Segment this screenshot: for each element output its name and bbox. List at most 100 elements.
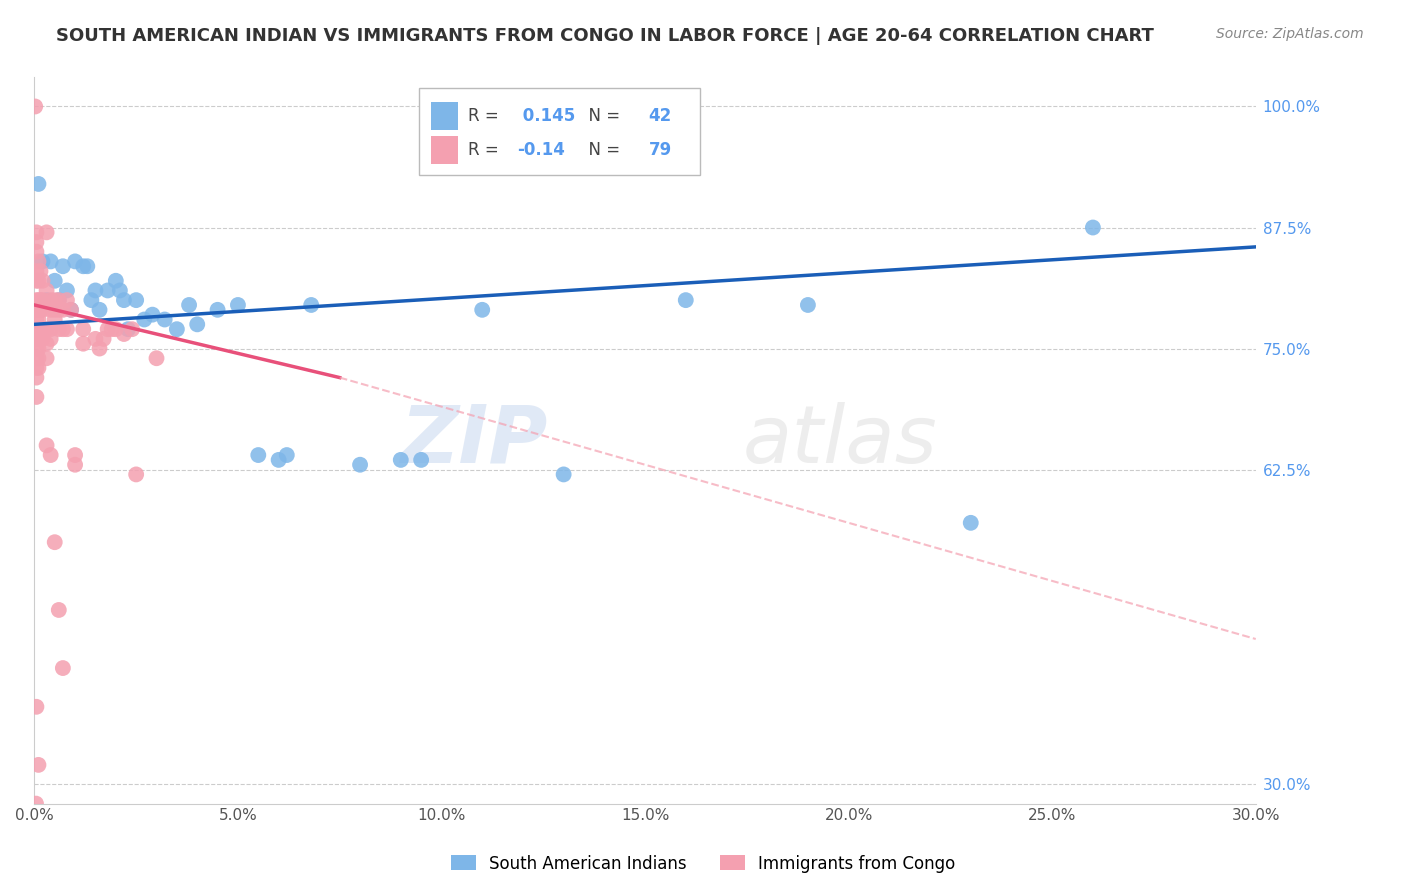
Point [141, 308, 163, 322]
Point [52, 661, 75, 675]
Point [145, 351, 167, 366]
Point [80, 293, 103, 307]
Point [125, 467, 148, 482]
Point [25, 342, 48, 356]
Point [31, 293, 53, 307]
Point [299, 298, 322, 312]
Point [27, 293, 49, 307]
Text: R =: R = [468, 141, 503, 159]
Point [27, 757, 49, 772]
Point [112, 293, 135, 307]
Point [27, 312, 49, 326]
Point [25, 390, 48, 404]
Point [63, 458, 86, 472]
Point [30, 293, 52, 307]
Point [25, 298, 48, 312]
Point [25, 351, 48, 366]
Point [56, 293, 79, 307]
Point [207, 302, 229, 317]
Point [186, 318, 208, 332]
Text: -0.14: -0.14 [517, 141, 565, 159]
Point [153, 312, 176, 326]
Point [39, 254, 62, 268]
Point [63, 254, 86, 268]
Point [39, 322, 62, 336]
Point [48, 603, 70, 617]
Point [25, 225, 48, 239]
Point [93, 332, 115, 346]
Point [411, 453, 433, 467]
FancyBboxPatch shape [419, 88, 700, 176]
Point [39, 293, 62, 307]
Point [52, 322, 75, 336]
Point [35, 293, 58, 307]
Text: 42: 42 [648, 107, 672, 125]
Point [30, 302, 52, 317]
Point [471, 302, 494, 317]
Point [44, 274, 66, 288]
Point [44, 535, 66, 549]
Point [35, 225, 58, 239]
Point [25, 322, 48, 336]
Point [48, 302, 70, 317]
Point [44, 293, 66, 307]
Point [177, 298, 200, 312]
Legend: South American Indians, Immigrants from Congo: South American Indians, Immigrants from … [444, 848, 962, 880]
Point [166, 322, 188, 336]
Point [52, 259, 75, 273]
Point [31, 322, 53, 336]
Point [27, 274, 49, 288]
Point [349, 458, 371, 472]
Point [25, 797, 48, 811]
Point [39, 302, 62, 317]
Point [25, 274, 48, 288]
Point [125, 293, 148, 307]
Point [104, 322, 127, 336]
Point [25, 332, 48, 346]
Point [60, 302, 83, 317]
Point [35, 351, 58, 366]
Point [52, 302, 75, 317]
Point [267, 453, 290, 467]
Point [39, 448, 62, 462]
Text: 79: 79 [648, 141, 672, 159]
Point [97, 322, 120, 336]
Point [97, 284, 120, 298]
Point [675, 293, 697, 307]
Point [25, 360, 48, 375]
Point [25, 244, 48, 259]
FancyBboxPatch shape [432, 136, 458, 164]
Point [48, 293, 70, 307]
Point [84, 284, 107, 298]
Point [25, 302, 48, 317]
Point [25, 699, 48, 714]
Point [27, 332, 49, 346]
Point [226, 298, 249, 312]
Point [27, 342, 49, 356]
Point [72, 336, 94, 351]
Point [35, 284, 58, 298]
Point [959, 516, 981, 530]
Point [72, 322, 94, 336]
Point [25, 235, 48, 249]
Point [56, 284, 79, 298]
Point [25, 293, 48, 307]
FancyBboxPatch shape [432, 102, 458, 129]
Point [31, 332, 53, 346]
Point [30, 322, 52, 336]
Point [31, 302, 53, 317]
Point [247, 448, 270, 462]
Point [27, 177, 49, 191]
Point [30, 332, 52, 346]
Point [553, 467, 575, 482]
Point [44, 302, 66, 317]
Point [35, 322, 58, 336]
Point [39, 332, 62, 346]
Point [35, 438, 58, 452]
Text: N =: N = [578, 141, 626, 159]
Point [27, 254, 49, 268]
Point [48, 322, 70, 336]
Point [1081, 220, 1104, 235]
Point [31, 254, 53, 268]
Point [27, 351, 49, 366]
